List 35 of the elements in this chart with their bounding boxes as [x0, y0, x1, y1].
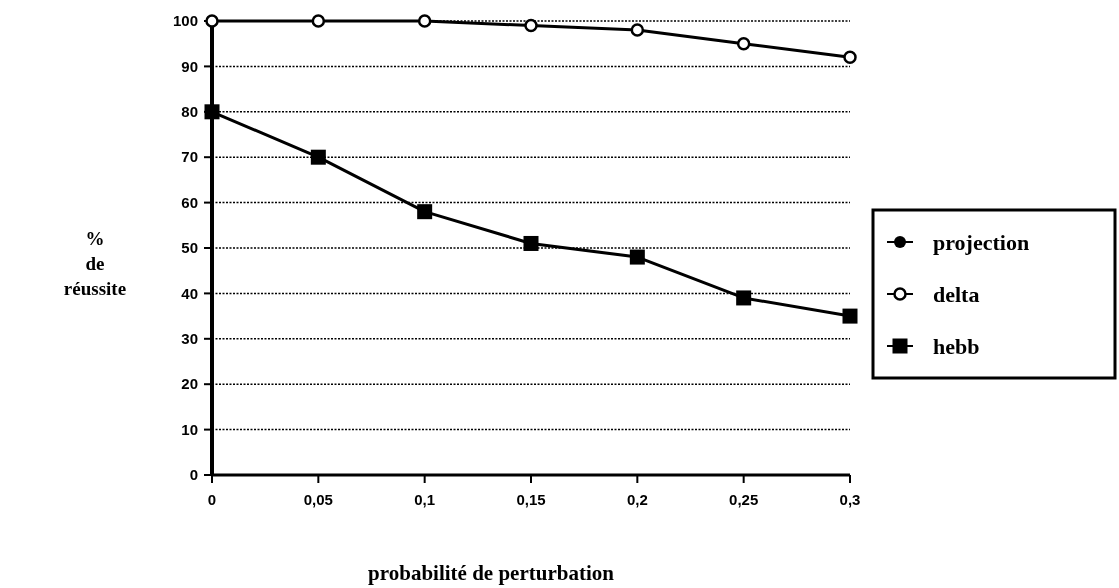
y-tick-label: 70	[181, 148, 198, 166]
legend-label: projection	[933, 229, 1030, 255]
point	[843, 50, 857, 65]
point	[523, 235, 539, 251]
y-tick-label: 80	[181, 103, 198, 121]
y-tick-label: 50	[181, 239, 198, 257]
x-tick-label: 0,2	[626, 491, 648, 508]
x-tick-label: 0,1	[414, 491, 436, 508]
point	[417, 204, 433, 220]
y-tick-label: 100	[172, 12, 198, 30]
x-tick-label: 0,3	[839, 491, 861, 508]
x-tick-label: 0	[207, 491, 217, 508]
legend-label: hebb	[933, 333, 980, 359]
point	[736, 290, 752, 306]
y-axis-title: % de réussite	[63, 228, 127, 299]
legend-label: delta	[933, 281, 980, 307]
x-tick-label: 0,15	[516, 491, 546, 508]
x-tick-label: 0,05	[303, 491, 333, 508]
x-tick-label: 0,25	[729, 491, 759, 508]
y-tick-label: 40	[181, 284, 198, 302]
point	[417, 14, 432, 28]
point	[842, 308, 858, 324]
y-tick-label: 60	[181, 193, 198, 211]
y-tick-label: 10	[181, 420, 198, 438]
point	[524, 18, 538, 33]
y-tick-label: 90	[181, 57, 198, 75]
point	[311, 14, 326, 28]
point	[629, 249, 645, 265]
y-tick-label: 0	[189, 466, 198, 484]
y-tick-label: 20	[181, 375, 198, 393]
point	[736, 36, 751, 51]
x-axis-title: probabilité de perturbation	[368, 561, 615, 585]
y-tick-label: 30	[181, 330, 198, 348]
point	[310, 149, 326, 165]
point	[630, 23, 645, 37]
